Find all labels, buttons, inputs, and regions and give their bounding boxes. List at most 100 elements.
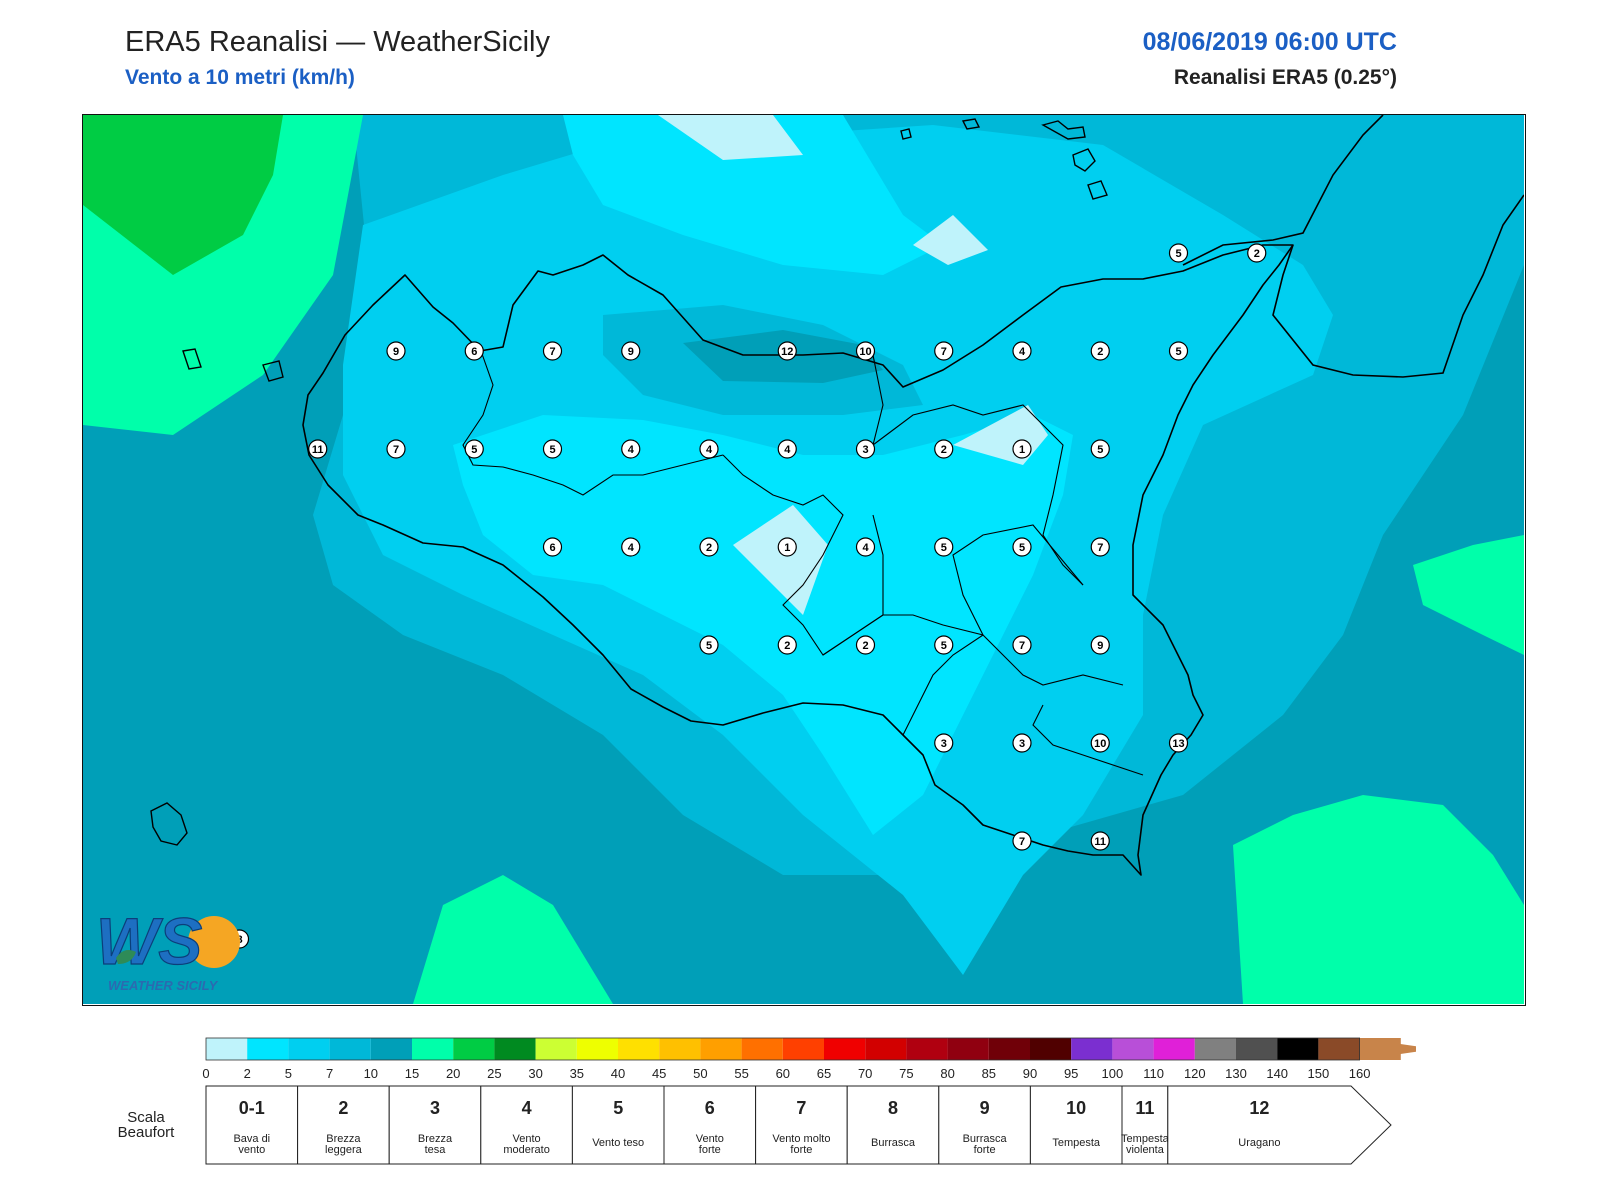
colorbar-tick-label: 90 — [1023, 1066, 1037, 1081]
wind-station[interactable]: 3 — [1012, 733, 1032, 753]
colorbar-segment — [1318, 1038, 1360, 1060]
beaufort-force: 5 — [613, 1098, 623, 1118]
wind-station[interactable]: 5 — [464, 439, 484, 459]
weathersicily-logo: WS WEATHER SICILY — [95, 903, 256, 1006]
wind-station[interactable]: 9 — [1090, 635, 1110, 655]
wind-station[interactable]: 4 — [777, 439, 797, 459]
wind-station[interactable]: 4 — [1012, 341, 1032, 361]
colorbar-tick-label: 75 — [899, 1066, 913, 1081]
colorbar-segment — [824, 1038, 866, 1060]
wind-speed-value: 7 — [1097, 542, 1103, 554]
wind-speed-value: 1 — [1019, 444, 1025, 456]
wind-station[interactable]: 12 — [777, 341, 797, 361]
wind-station[interactable]: 2 — [1090, 341, 1110, 361]
wind-station[interactable]: 2 — [699, 537, 719, 557]
wind-station[interactable]: 2 — [934, 439, 954, 459]
beaufort-force: 2 — [338, 1098, 348, 1118]
beaufort-description: tesa — [425, 1144, 447, 1156]
colorbar-tick-label: 35 — [570, 1066, 584, 1081]
colorbar-segment — [741, 1038, 783, 1060]
wind-station[interactable]: 1 — [777, 537, 797, 557]
wind-speed-value: 6 — [471, 346, 477, 358]
wind-station[interactable]: 5 — [1012, 537, 1032, 557]
wind-station[interactable]: 5 — [699, 635, 719, 655]
wind-station[interactable]: 9 — [621, 341, 641, 361]
wind-station[interactable]: 5 — [542, 439, 563, 459]
wind-station[interactable]: 4 — [699, 439, 719, 459]
colorbar-segment — [412, 1038, 454, 1060]
colorbar-tick-label: 0 — [202, 1066, 209, 1081]
wind-speed-value: 12 — [781, 346, 793, 358]
wind-speed-value: 4 — [862, 542, 869, 554]
wind-station[interactable]: 5 — [934, 635, 954, 655]
wind-station[interactable]: 3 — [934, 733, 954, 753]
wind-station[interactable]: 10 — [855, 341, 876, 361]
wind-speed-value: 11 — [312, 444, 324, 456]
wind-station[interactable]: 2 — [777, 635, 797, 655]
wind-speed-value: 2 — [862, 640, 868, 652]
wind-station[interactable]: 2 — [855, 635, 876, 655]
colorbar-tick-label: 5 — [285, 1066, 292, 1081]
wind-station[interactable]: 13 — [1168, 733, 1189, 753]
beaufort-description: Vento teso — [592, 1137, 644, 1149]
pantelleria-island — [150, 802, 188, 846]
colorbar-tick-label: 150 — [1308, 1066, 1330, 1081]
colorbar-tick-label: 95 — [1064, 1066, 1078, 1081]
colorbar-tick-label: 80 — [940, 1066, 954, 1081]
wind-station[interactable]: 5 — [934, 537, 954, 557]
colorbar-segment — [782, 1038, 824, 1060]
forecast-datetime: 08/06/2019 06:00 UTC — [1142, 28, 1397, 56]
beaufort-scale-title: Scala Beaufort — [117, 1109, 175, 1141]
colorbar-tick-label: 55 — [734, 1066, 748, 1081]
wind-speed-value: 5 — [1175, 346, 1181, 358]
colorbar-segment — [988, 1038, 1030, 1060]
wind-station[interactable]: 5 — [1168, 341, 1189, 361]
colorbar-tick-label: 130 — [1225, 1066, 1247, 1081]
wind-station[interactable]: 7 — [1012, 831, 1032, 851]
wind-map[interactable]: 9 6 7 9 12 10 7 4 2 5 5 2 11 7 5 5 4 4 4 3 2 1 5 6 4 2 1 4 5 5 7 5 2 2 5 7 9… — [82, 114, 1526, 1006]
wind-station[interactable]: 6 — [542, 537, 563, 557]
wind-station[interactable]: 4 — [855, 537, 876, 557]
colorbar-tick-label: 65 — [817, 1066, 831, 1081]
wind-station[interactable]: 11 — [1090, 831, 1110, 851]
colorbar-tick-label: 60 — [776, 1066, 790, 1081]
wind-station[interactable]: 3 — [855, 439, 876, 459]
wind-station[interactable]: 5 — [1090, 439, 1110, 459]
beaufort-description: Uragano — [1238, 1137, 1280, 1149]
wind-station[interactable]: 5 — [1168, 243, 1189, 263]
colorbar-segment — [618, 1038, 660, 1060]
wind-speed-value: 9 — [393, 346, 399, 358]
wind-station[interactable]: 7 — [542, 341, 563, 361]
wind-station[interactable]: 2 — [1247, 243, 1267, 263]
wind-station[interactable]: 7 — [934, 341, 954, 361]
wind-station[interactable]: 7 — [386, 439, 406, 459]
colorbar-tick-label: 15 — [405, 1066, 419, 1081]
wind-station[interactable]: 1 — [1012, 439, 1032, 459]
wind-station[interactable]: 9 — [386, 341, 406, 361]
wind-station[interactable]: 10 — [1090, 733, 1110, 753]
calabria-coastline — [1272, 194, 1524, 378]
colorbar-tick-label: 110 — [1143, 1066, 1164, 1081]
beaufort-description: moderato — [503, 1144, 549, 1156]
colorbar-tick-label: 7 — [326, 1066, 333, 1081]
colorbar-tick-label: 25 — [487, 1066, 501, 1081]
wind-speed-value: 4 — [628, 542, 635, 554]
wind-station[interactable]: 6 — [464, 341, 484, 361]
wind-speed-value: 4 — [784, 444, 791, 456]
wind-speed-value: 3 — [941, 738, 947, 750]
wind-station[interactable]: 7 — [1012, 635, 1032, 655]
contour-band-0-2-1 — [658, 115, 803, 160]
colorbar-segment — [1277, 1038, 1319, 1060]
colorbar-segment — [1112, 1038, 1154, 1060]
contour-band-2-5-north — [563, 115, 943, 275]
wind-station[interactable]: 4 — [621, 537, 641, 557]
beaufort-description: Tempesta — [1121, 1133, 1170, 1145]
wind-speed-value: 5 — [1175, 248, 1181, 260]
wind-speed-value: 4 — [706, 444, 713, 456]
wind-station[interactable]: 7 — [1090, 537, 1110, 557]
colorbar-segment — [535, 1038, 577, 1060]
wind-station[interactable]: 4 — [621, 439, 641, 459]
aeolian-island — [1041, 120, 1086, 140]
wind-station[interactable]: 11 — [308, 439, 328, 459]
wind-speed-value: 1 — [784, 542, 790, 554]
